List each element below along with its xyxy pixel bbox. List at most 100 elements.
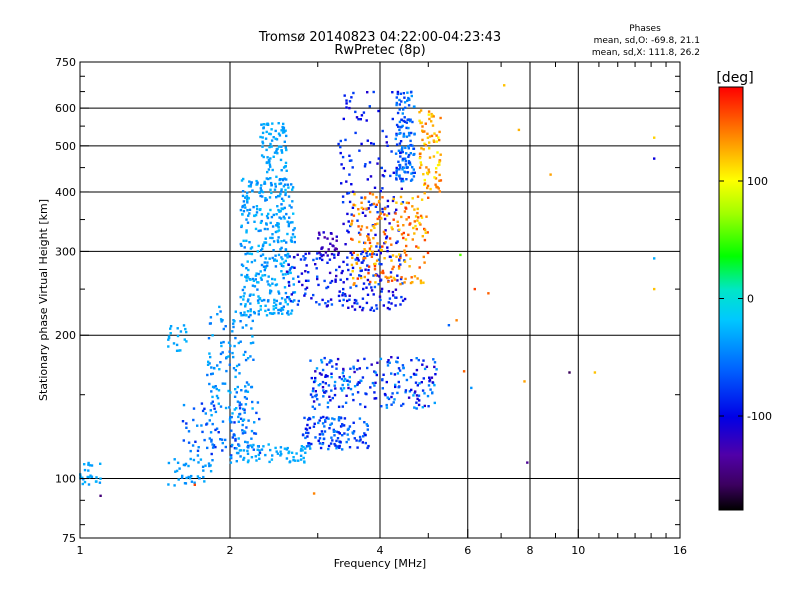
data-point bbox=[391, 199, 395, 203]
data-point bbox=[276, 205, 279, 208]
data-point bbox=[435, 368, 438, 371]
data-point bbox=[94, 480, 98, 483]
data-point bbox=[316, 275, 319, 278]
data-point bbox=[219, 361, 222, 364]
data-point bbox=[400, 295, 403, 299]
data-point bbox=[318, 403, 321, 406]
data-point bbox=[241, 423, 244, 427]
y-tick-label: 300 bbox=[55, 245, 76, 258]
data-point bbox=[413, 275, 417, 278]
data-point bbox=[426, 231, 429, 234]
data-point bbox=[399, 256, 402, 260]
data-point bbox=[182, 324, 186, 327]
data-point bbox=[405, 152, 408, 155]
data-point bbox=[312, 380, 316, 384]
data-point bbox=[363, 421, 366, 424]
data-point bbox=[259, 229, 262, 232]
data-point bbox=[399, 277, 403, 281]
data-point bbox=[350, 96, 353, 99]
data-point bbox=[363, 432, 366, 435]
data-point bbox=[391, 117, 394, 121]
data-point bbox=[297, 280, 301, 283]
data-point bbox=[249, 308, 252, 311]
data-point bbox=[326, 285, 330, 289]
data-point bbox=[270, 183, 273, 187]
data-point bbox=[357, 212, 361, 216]
data-point bbox=[292, 459, 295, 462]
data-point bbox=[377, 199, 381, 203]
data-point bbox=[262, 243, 265, 246]
data-point bbox=[242, 313, 245, 317]
data-point bbox=[337, 253, 340, 256]
data-point bbox=[329, 281, 332, 284]
data-point bbox=[409, 143, 413, 147]
data-point bbox=[216, 364, 219, 367]
data-point bbox=[297, 299, 300, 303]
data-point bbox=[269, 236, 272, 240]
data-point bbox=[333, 253, 336, 256]
data-point bbox=[393, 278, 397, 281]
data-point bbox=[310, 297, 313, 300]
data-point bbox=[264, 237, 267, 240]
data-point bbox=[247, 197, 250, 200]
data-point bbox=[210, 390, 213, 393]
data-point bbox=[400, 100, 403, 103]
data-point bbox=[383, 213, 386, 216]
data-point bbox=[210, 366, 213, 369]
data-point bbox=[274, 306, 278, 309]
data-point bbox=[275, 213, 278, 216]
data-point bbox=[258, 451, 262, 455]
data-point bbox=[387, 359, 390, 362]
data-point bbox=[215, 387, 218, 391]
data-point bbox=[395, 96, 398, 99]
data-point bbox=[400, 148, 403, 151]
data-point bbox=[270, 215, 274, 219]
data-point bbox=[270, 145, 273, 148]
data-point bbox=[367, 236, 370, 239]
data-point bbox=[404, 146, 407, 150]
data-point bbox=[246, 390, 250, 393]
data-point bbox=[208, 419, 211, 422]
data-point bbox=[276, 239, 280, 242]
data-point bbox=[252, 205, 255, 209]
data-point bbox=[374, 262, 377, 265]
data-point bbox=[276, 194, 280, 198]
data-point bbox=[353, 193, 356, 196]
data-point bbox=[261, 195, 264, 198]
data-point bbox=[253, 214, 256, 218]
data-point bbox=[314, 370, 317, 373]
data-point bbox=[277, 290, 280, 293]
x-axis-label: Frequency [MHz] bbox=[334, 557, 426, 570]
data-point bbox=[423, 228, 427, 232]
data-point bbox=[277, 132, 281, 135]
data-point bbox=[274, 185, 277, 188]
data-point bbox=[327, 300, 330, 303]
data-point bbox=[167, 461, 171, 465]
data-point bbox=[421, 406, 424, 409]
data-point bbox=[264, 309, 267, 313]
data-point bbox=[286, 446, 289, 450]
data-point bbox=[366, 178, 369, 181]
data-point bbox=[313, 407, 317, 410]
data-point bbox=[312, 400, 316, 403]
data-point bbox=[426, 171, 429, 174]
data-point bbox=[251, 400, 254, 404]
data-point bbox=[411, 166, 414, 169]
data-point bbox=[201, 465, 205, 468]
data-point bbox=[391, 91, 394, 94]
data-point bbox=[355, 439, 358, 442]
data-point bbox=[437, 187, 440, 190]
data-point bbox=[272, 249, 275, 252]
data-point bbox=[222, 340, 225, 344]
data-point bbox=[402, 374, 406, 377]
data-point bbox=[653, 257, 656, 260]
data-point bbox=[249, 302, 252, 305]
data-point bbox=[198, 477, 201, 480]
data-point bbox=[381, 207, 384, 211]
data-point bbox=[260, 219, 263, 223]
data-point bbox=[305, 286, 309, 289]
data-point bbox=[237, 451, 240, 455]
data-point bbox=[217, 431, 220, 434]
data-point bbox=[285, 212, 288, 216]
data-point bbox=[239, 340, 242, 343]
